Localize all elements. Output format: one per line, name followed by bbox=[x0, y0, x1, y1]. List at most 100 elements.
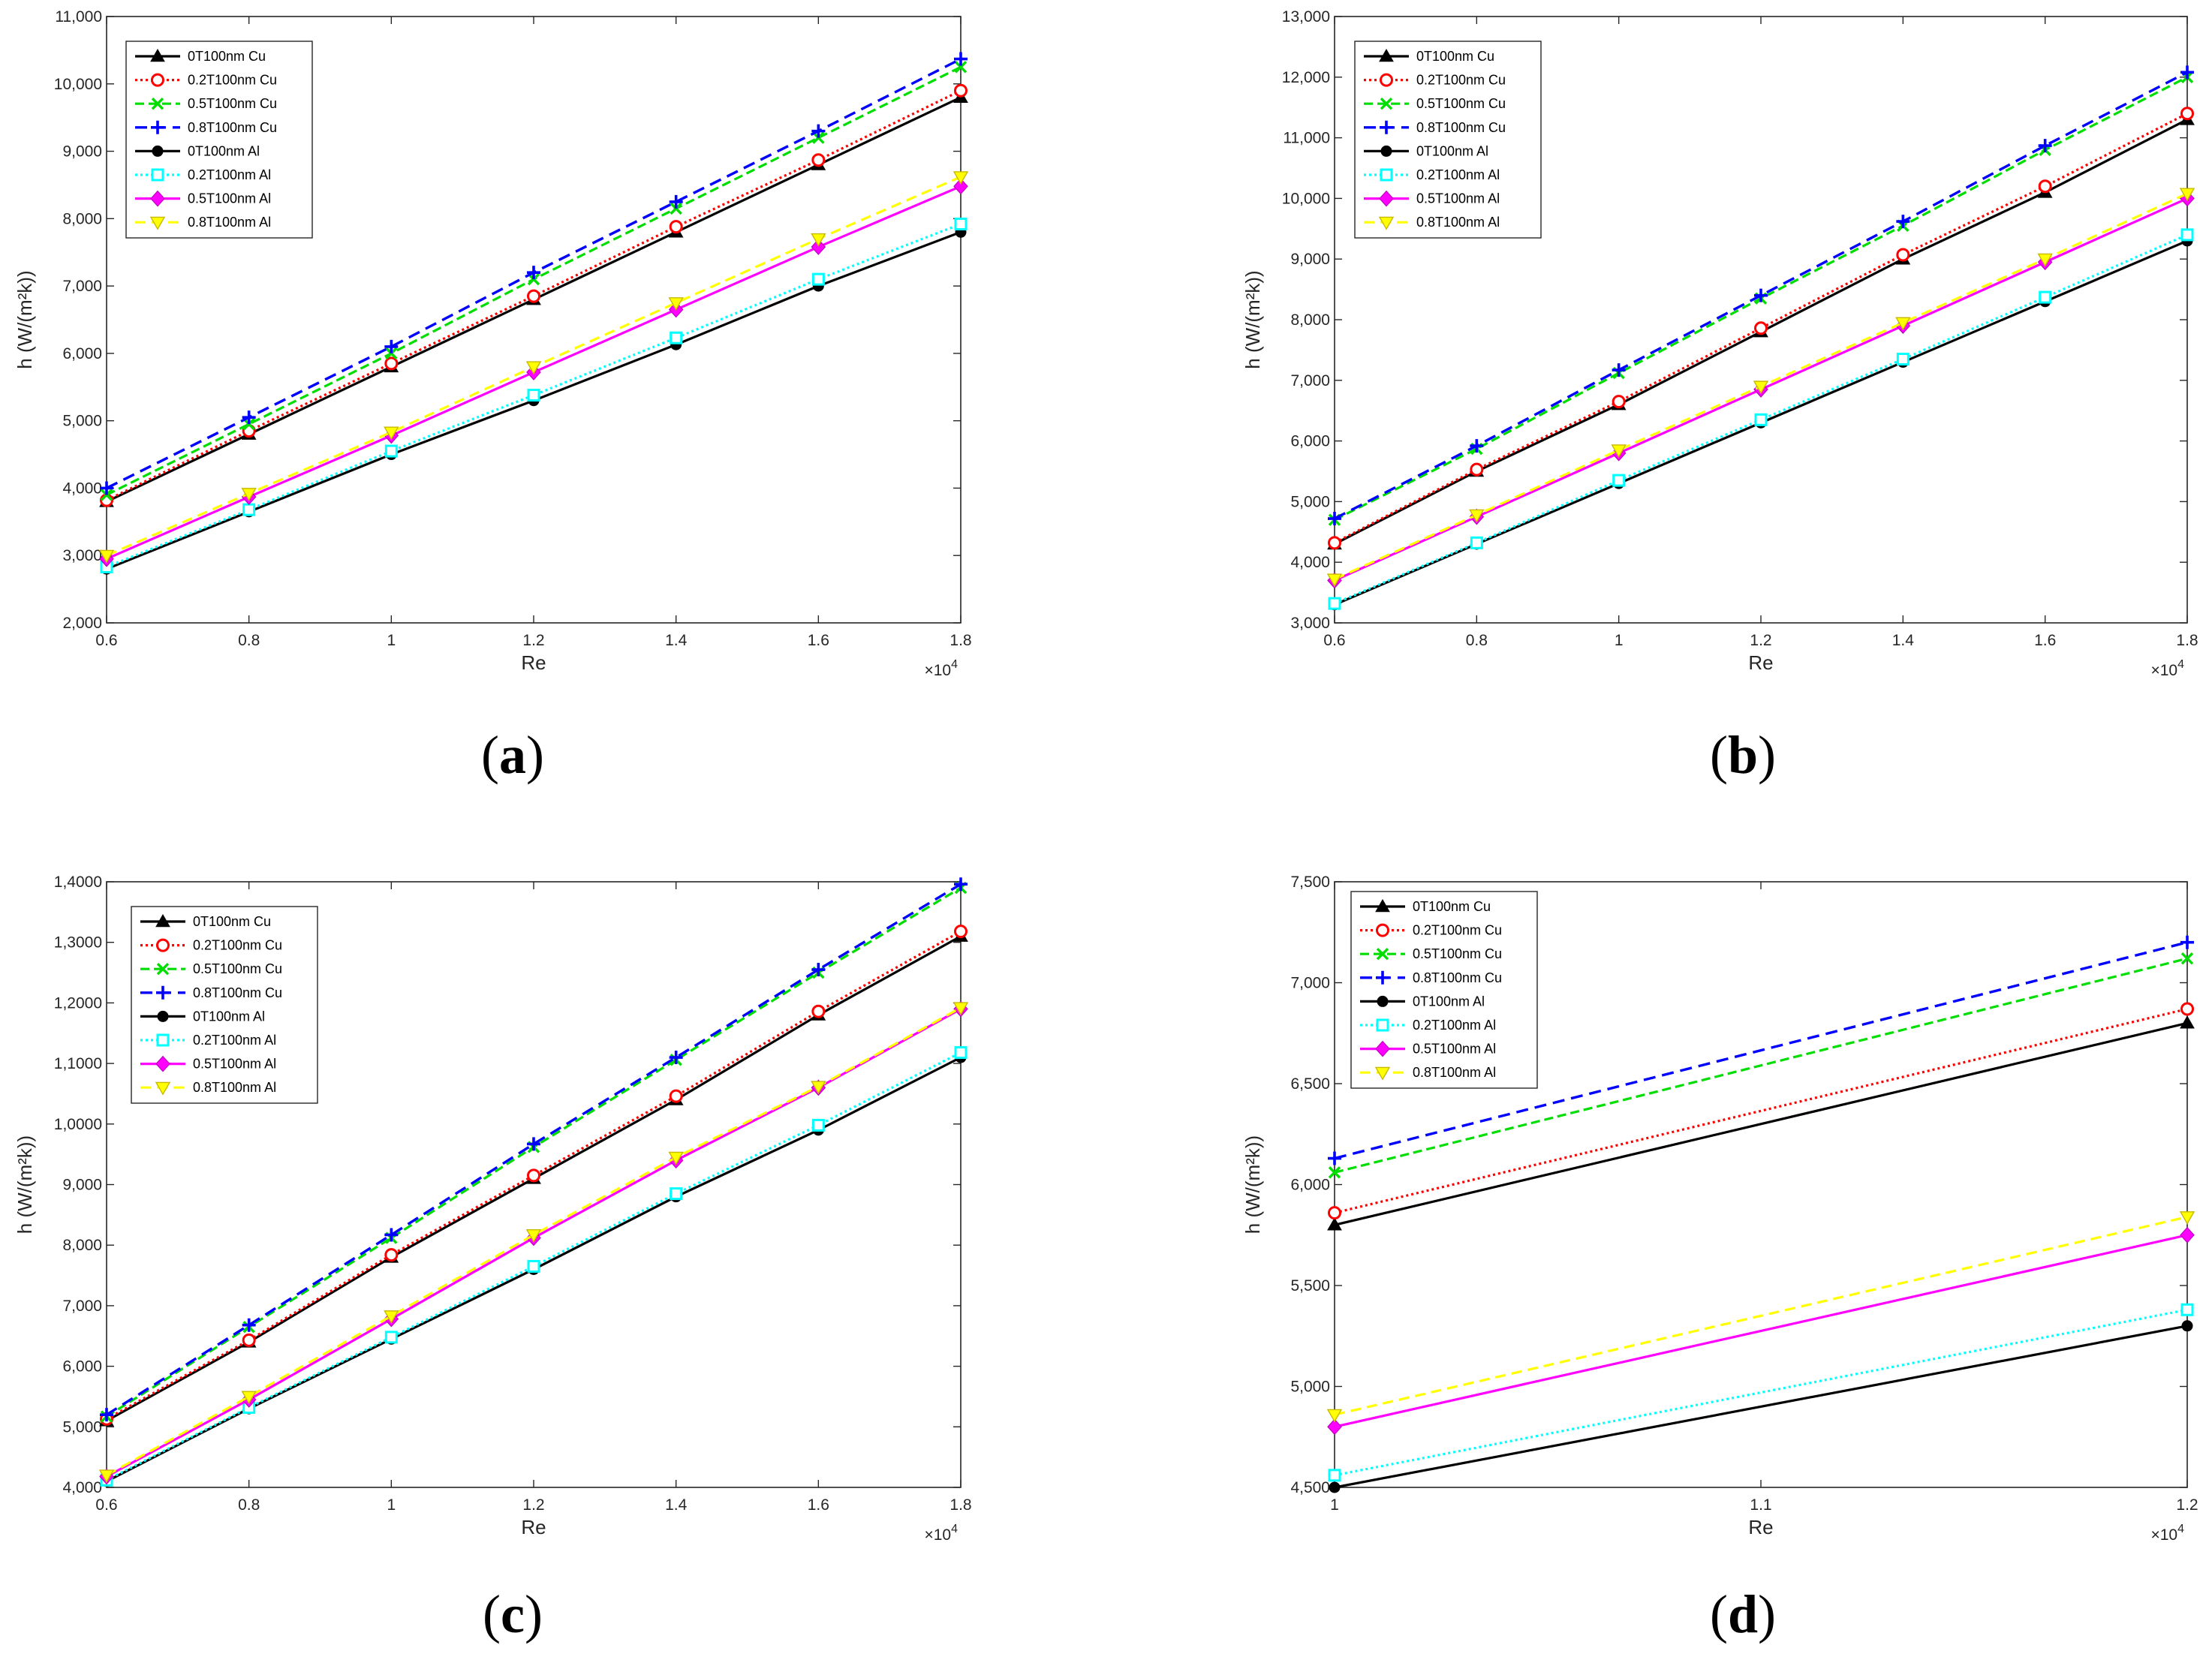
data-point bbox=[954, 83, 968, 98]
legend-label: 0.2T100nm Al bbox=[188, 167, 271, 182]
series-0t100nm-al bbox=[1329, 1320, 2193, 1493]
y-axis-label: h (W/(m²k)) bbox=[14, 1135, 36, 1234]
legend-item: 0T100nm Al bbox=[1364, 143, 1488, 158]
legend-item: 0.5T100nm Al bbox=[1364, 190, 1500, 207]
y-tick-label: 2,000 bbox=[62, 615, 102, 632]
data-point bbox=[527, 1137, 540, 1151]
data-point bbox=[242, 410, 256, 425]
data-point bbox=[811, 239, 826, 255]
legend-item: 0T100nm Cu bbox=[135, 48, 266, 64]
legend-item: 0.5T100nm Cu bbox=[1364, 96, 1506, 111]
data-point bbox=[384, 444, 398, 458]
chart-panel-a: 2,000 3,000 4,000 5,000 6,000 7,000 8,000 9,000… bbox=[14, 8, 972, 785]
y-tick-label: 6,000 bbox=[1290, 433, 1330, 450]
legend-box bbox=[131, 906, 318, 1104]
x-tick-label: 0.6 bbox=[95, 1496, 117, 1514]
x-tick-label: 1.2 bbox=[522, 632, 544, 649]
y-tick-label: 4,000 bbox=[62, 1479, 102, 1496]
legend-marker bbox=[156, 985, 170, 1000]
series-line bbox=[1334, 1021, 2188, 1226]
legend-marker bbox=[155, 1055, 170, 1072]
legend-item: 0.5T100nm Al bbox=[1360, 1040, 1496, 1057]
data-point bbox=[98, 1469, 115, 1484]
data-point bbox=[1612, 363, 1626, 377]
legend: 0T100nm Cu 0.2T100nm Cu 0.5T100nm Cu 0.8T10… bbox=[125, 41, 313, 239]
data-point bbox=[954, 1046, 968, 1060]
legend-item: 0.8T100nm Al bbox=[1364, 215, 1500, 230]
data-point bbox=[2180, 65, 2194, 80]
data-point bbox=[1754, 413, 1768, 426]
x-tick-label: 1.4 bbox=[1892, 632, 1915, 649]
series-line bbox=[1334, 957, 2188, 1174]
legend-marker bbox=[151, 168, 164, 182]
series-0-8t100nm-cu bbox=[100, 52, 968, 495]
series-0-2t100nm-cu bbox=[1328, 1002, 2194, 1220]
y-tick-label: 1,3000 bbox=[54, 934, 102, 952]
data-point bbox=[1328, 536, 1341, 550]
series-0-8t100nm-al bbox=[98, 171, 969, 564]
x-tick-label: 0.6 bbox=[95, 632, 117, 649]
legend-label: 0.8T100nm Cu bbox=[188, 120, 277, 135]
data-point bbox=[2180, 1002, 2194, 1016]
data-point bbox=[670, 331, 683, 344]
x-tick-label: 1.4 bbox=[665, 632, 688, 649]
caption-paren-close: ) bbox=[1758, 725, 1776, 785]
x-tick-label: 1.4 bbox=[665, 1496, 688, 1514]
data-point bbox=[2181, 1320, 2193, 1332]
legend-label: 0.2T100nm Cu bbox=[1416, 73, 1506, 88]
y-tick-label: 6,500 bbox=[1290, 1075, 1330, 1093]
series-line bbox=[1334, 1325, 2188, 1489]
legend-label: 0.8T100nm Cu bbox=[1413, 970, 1502, 985]
legend-label: 0.2T100nm Cu bbox=[193, 938, 282, 953]
x-tick-label: 0.8 bbox=[238, 632, 260, 649]
y-tick-label: 8,000 bbox=[62, 210, 102, 227]
x-axis-multiplier: ×104 bbox=[924, 1523, 958, 1544]
y-tick-label: 7,000 bbox=[1290, 975, 1330, 992]
series-0-8t100nm-cu bbox=[100, 877, 968, 1422]
y-tick-label: 10,000 bbox=[1282, 190, 1330, 207]
x-axis-exponent: 4 bbox=[951, 1523, 958, 1535]
x-tick-label: 1 bbox=[387, 632, 396, 649]
x-tick-label: 1.6 bbox=[808, 632, 829, 649]
data-point bbox=[669, 1051, 683, 1065]
data-point bbox=[1754, 321, 1768, 335]
x-tick-label: 1.1 bbox=[1750, 1496, 1771, 1514]
data-point bbox=[2180, 1303, 2194, 1316]
legend-marker bbox=[1376, 1018, 1389, 1032]
y-tick-label: 8,000 bbox=[62, 1237, 102, 1254]
data-point bbox=[1470, 462, 1484, 477]
data-point bbox=[1611, 444, 1627, 459]
y-tick-label: 1,4000 bbox=[54, 874, 102, 891]
data-point bbox=[1896, 215, 1910, 229]
legend-item: 0.2T100nm Al bbox=[135, 167, 271, 182]
caption-paren-open: ( bbox=[1710, 725, 1728, 785]
data-point bbox=[668, 297, 684, 311]
legend-label: 0.2T100nm Cu bbox=[188, 73, 277, 88]
legend-marker bbox=[1378, 216, 1395, 230]
data-point bbox=[953, 171, 969, 185]
y-tick-label: 1,2000 bbox=[54, 994, 102, 1012]
y-tick-label: 12,000 bbox=[1282, 69, 1330, 86]
panel-caption: (a) bbox=[481, 725, 544, 785]
legend-item: 0T100nm Cu bbox=[1364, 48, 1494, 64]
y-tick-label: 7,500 bbox=[1290, 874, 1330, 891]
legend-item: 0.2T100nm Cu bbox=[1360, 923, 1502, 938]
series-0t100nm-cu bbox=[1327, 1015, 2195, 1231]
legend-item: 0.5T100nm Cu bbox=[135, 96, 277, 111]
series-line bbox=[1334, 1215, 2188, 1416]
legend-item: 0T100nm Al bbox=[1360, 994, 1485, 1009]
x-axis-label: Re bbox=[521, 651, 546, 674]
legend-item: 0T100nm Cu bbox=[1360, 898, 1491, 914]
x-axis-multiplier: ×104 bbox=[2150, 658, 2184, 679]
data-point bbox=[2038, 179, 2052, 194]
data-point bbox=[527, 1168, 540, 1183]
series-line bbox=[1334, 1234, 2188, 1428]
legend-label: 0.5T100nm Al bbox=[188, 191, 271, 206]
x-tick-label: 1.8 bbox=[950, 1496, 971, 1514]
data-point bbox=[954, 52, 968, 66]
legend-label: 0T100nm Cu bbox=[1416, 49, 1494, 64]
legend-item: 0.8T100nm Al bbox=[1360, 1065, 1496, 1081]
y-tick-label: 6,000 bbox=[1290, 1177, 1330, 1194]
legend-label: 0.5T100nm Al bbox=[1413, 1042, 1496, 1057]
x-tick-label: 1.2 bbox=[522, 1496, 544, 1514]
